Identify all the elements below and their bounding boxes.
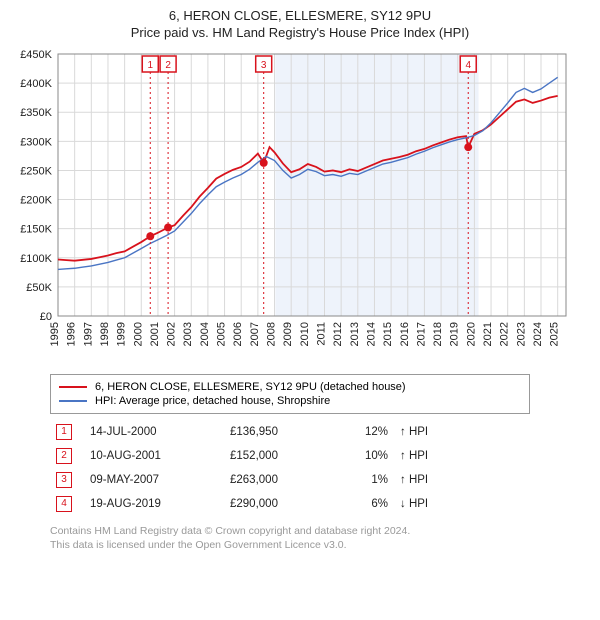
x-tick-label: 2014: [365, 322, 377, 346]
sale-marker-num: 2: [165, 60, 171, 71]
x-tick-label: 2015: [382, 322, 394, 346]
y-tick-label: £100K: [20, 253, 52, 265]
x-tick-label: 2009: [282, 322, 294, 346]
sale-delta: 10%: [344, 444, 394, 468]
footer-note: Contains HM Land Registry data © Crown c…: [50, 524, 530, 552]
y-tick-label: £200K: [20, 195, 52, 207]
sale-point: [260, 159, 268, 167]
x-tick-label: 1998: [99, 322, 111, 346]
sale-date: 09-MAY-2007: [84, 468, 224, 492]
sale-vs-hpi: ↓ HPI: [394, 492, 530, 516]
y-tick-label: £450K: [20, 49, 52, 61]
x-tick-label: 2005: [216, 322, 228, 346]
x-tick-label: 2016: [399, 322, 411, 346]
x-tick-label: 2000: [132, 322, 144, 346]
x-tick-label: 2003: [182, 322, 194, 346]
footer-line1: Contains HM Land Registry data © Crown c…: [50, 524, 530, 538]
y-tick-label: £50K: [26, 282, 52, 294]
x-tick-label: 2022: [499, 322, 511, 346]
sale-date: 10-AUG-2001: [84, 444, 224, 468]
x-tick-label: 1999: [116, 322, 128, 346]
legend-row: HPI: Average price, detached house, Shro…: [59, 395, 521, 407]
x-tick-label: 2001: [149, 322, 161, 346]
sale-price: £152,000: [224, 444, 344, 468]
sale-delta: 1%: [344, 468, 394, 492]
x-tick-label: 2004: [199, 322, 211, 346]
table-row: 2 10-AUG-2001£152,00010%↑ HPI: [50, 444, 530, 468]
legend-label: HPI: Average price, detached house, Shro…: [95, 395, 330, 407]
sale-vs-hpi: ↑ HPI: [394, 420, 530, 444]
sale-point: [464, 143, 472, 151]
legend-swatch: [59, 400, 87, 402]
sale-date: 14-JUL-2000: [84, 420, 224, 444]
chart-title-block: 6, HERON CLOSE, ELLESMERE, SY12 9PU Pric…: [10, 8, 590, 40]
y-tick-label: £400K: [20, 78, 52, 90]
x-tick-label: 2010: [299, 322, 311, 346]
x-tick-label: 2023: [515, 322, 527, 346]
chart-title-main: 6, HERON CLOSE, ELLESMERE, SY12 9PU: [10, 8, 590, 23]
x-tick-label: 2020: [465, 322, 477, 346]
sale-vs-hpi: ↑ HPI: [394, 468, 530, 492]
table-row: 4 19-AUG-2019£290,0006%↓ HPI: [50, 492, 530, 516]
x-tick-label: 2013: [349, 322, 361, 346]
table-row: 3 09-MAY-2007£263,0001%↑ HPI: [50, 468, 530, 492]
sale-marker-num: 4: [465, 60, 471, 71]
chart-area: £0 £50K £100K £150K £200K £250K £300K £350K £400…: [10, 46, 590, 366]
y-tick-label: £250K: [20, 165, 52, 177]
x-tick-label: 2021: [482, 322, 494, 346]
x-tick-label: 2007: [249, 322, 261, 346]
x-tick-label: 2018: [432, 322, 444, 346]
line-chart-svg: £0 £50K £100K £150K £200K £250K £300K £350K £400…: [10, 46, 570, 366]
x-tick-label: 1997: [82, 322, 94, 346]
table-row: 1 14-JUL-2000£136,95012%↑ HPI: [50, 420, 530, 444]
y-tick-label: £350K: [20, 107, 52, 119]
footer-line2: This data is licensed under the Open Gov…: [50, 538, 530, 552]
sale-marker-box: 2: [56, 448, 72, 464]
sale-price: £263,000: [224, 468, 344, 492]
y-tick-label: £0: [40, 311, 52, 323]
sale-price: £290,000: [224, 492, 344, 516]
x-tick-label: 1995: [49, 322, 61, 346]
y-tick-label: £150K: [20, 224, 52, 236]
legend-row: 6, HERON CLOSE, ELLESMERE, SY12 9PU (det…: [59, 381, 521, 393]
sale-vs-hpi: ↑ HPI: [394, 444, 530, 468]
x-tick-label: 2025: [549, 322, 561, 346]
sales-table: 1 14-JUL-2000£136,95012%↑ HPI 2 10-AUG-2001…: [50, 420, 530, 516]
sale-price: £136,950: [224, 420, 344, 444]
x-tick-label: 2008: [266, 322, 278, 346]
legend-swatch: [59, 386, 87, 388]
sale-marker-box: 1: [56, 424, 72, 440]
x-tick-label: 2024: [532, 322, 544, 346]
chart-title-sub: Price paid vs. HM Land Registry's House …: [10, 25, 590, 40]
sale-marker-num: 3: [261, 60, 267, 71]
legend-label: 6, HERON CLOSE, ELLESMERE, SY12 9PU (det…: [95, 381, 406, 393]
x-tick-label: 1996: [66, 322, 78, 346]
x-tick-label: 2011: [315, 322, 327, 346]
sale-point: [146, 232, 154, 240]
sale-marker-num: 1: [147, 60, 153, 71]
sale-marker-box: 3: [56, 472, 72, 488]
x-tick-label: 2017: [415, 322, 427, 346]
sale-marker-box: 4: [56, 496, 72, 512]
x-tick-label: 2019: [449, 322, 461, 346]
y-tick-label: £300K: [20, 136, 52, 148]
sale-delta: 12%: [344, 420, 394, 444]
x-tick-label: 2006: [232, 322, 244, 346]
sale-delta: 6%: [344, 492, 394, 516]
legend: 6, HERON CLOSE, ELLESMERE, SY12 9PU (det…: [50, 374, 530, 414]
sale-date: 19-AUG-2019: [84, 492, 224, 516]
x-tick-label: 2012: [332, 322, 344, 346]
sale-point: [164, 224, 172, 232]
x-tick-label: 2002: [166, 322, 178, 346]
